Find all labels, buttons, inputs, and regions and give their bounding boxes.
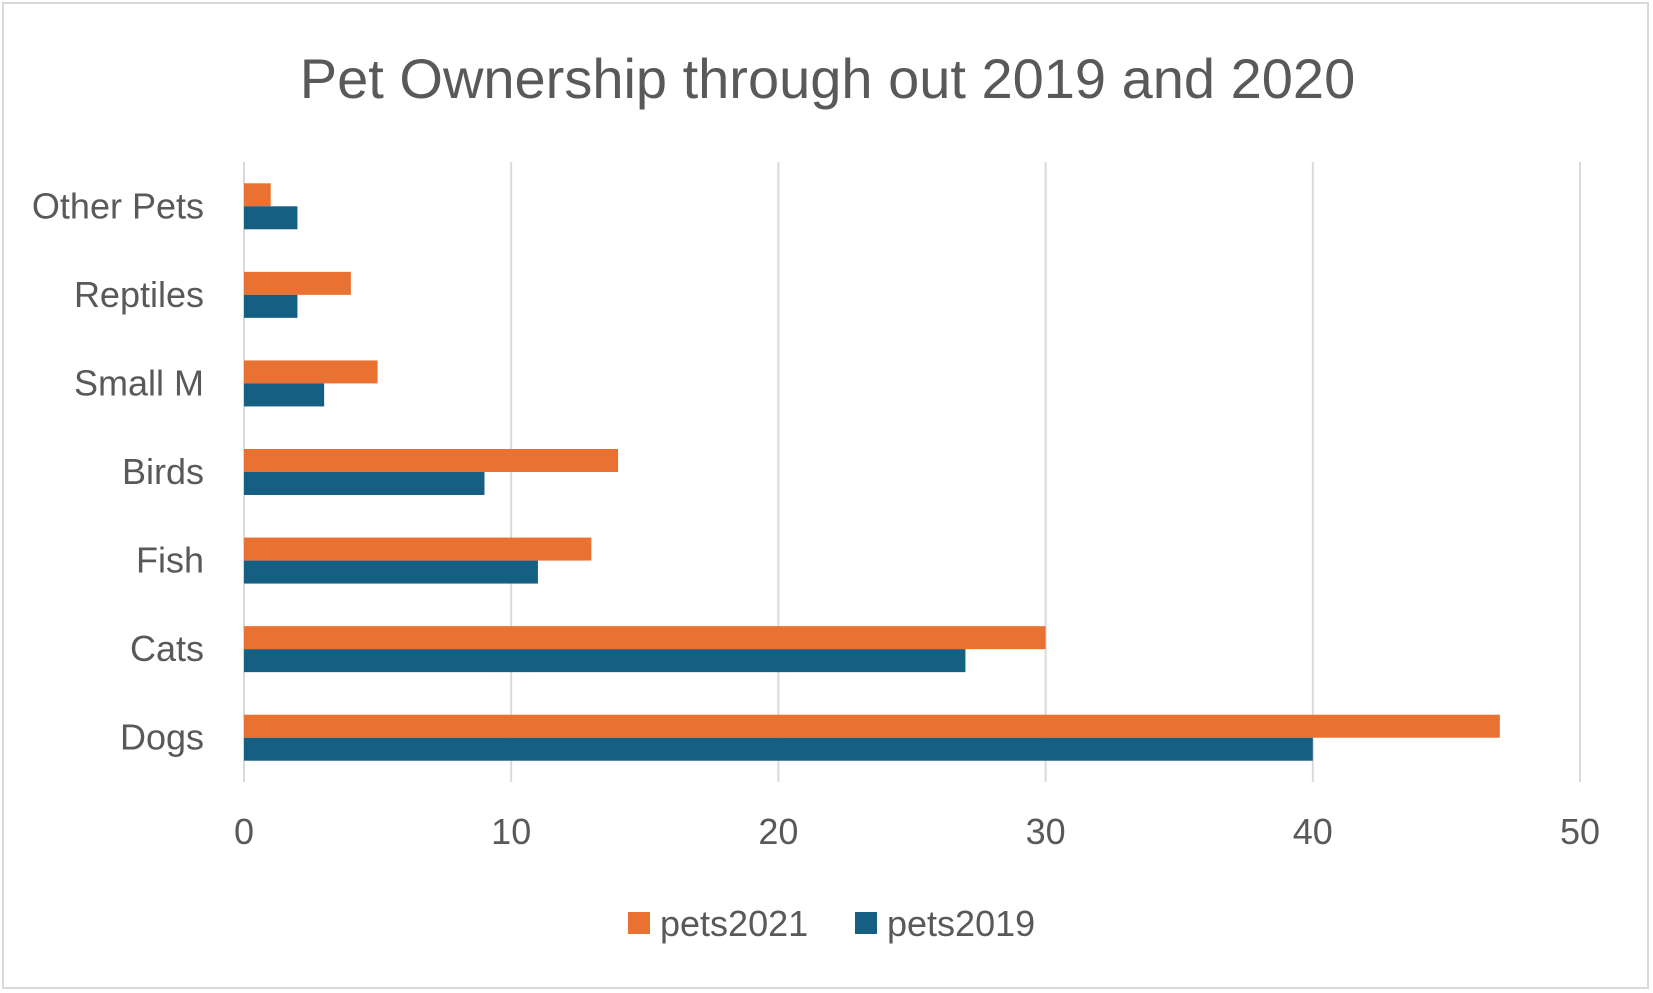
legend-label-pets2019: pets2019 <box>887 903 1035 944</box>
bar-pets2021-cats <box>244 626 1046 650</box>
legend-label-pets2021: pets2021 <box>660 903 808 944</box>
bar-pets2021-other-pets <box>244 183 271 207</box>
bar-pets2019-other-pets <box>244 206 298 230</box>
bar-pets2021-reptiles <box>244 271 351 295</box>
bar-pets2019-birds <box>244 472 485 495</box>
chart-title: Pet Ownership through out 2019 and 2020 <box>299 47 1356 110</box>
category-label-other-pets: Other Pets <box>32 185 204 226</box>
x-tick-label-10: 10 <box>491 811 531 852</box>
x-tick-label-30: 30 <box>1026 811 1066 852</box>
category-label-dogs: Dogs <box>120 717 204 758</box>
x-tick-label-40: 40 <box>1293 811 1333 852</box>
bar-pets2019-small-m <box>244 383 325 407</box>
category-label-small-m: Small M <box>74 362 204 403</box>
bar-pets2019-cats <box>244 649 966 673</box>
bar-pets2021-birds <box>244 449 619 472</box>
category-label-reptiles: Reptiles <box>74 274 204 315</box>
bar-pets2021-small-m <box>244 360 378 384</box>
legend-swatch-pets2019 <box>855 912 877 934</box>
x-tick-label-0: 0 <box>234 811 254 852</box>
bar-pets2021-fish <box>244 537 592 561</box>
bar-pets2019-fish <box>244 560 538 584</box>
category-label-birds: Birds <box>122 451 204 492</box>
legend-swatch-pets2021 <box>628 912 650 934</box>
bar-pets2021-dogs <box>244 714 1500 738</box>
bar-pets2019-reptiles <box>244 294 298 318</box>
bar-pets2019-dogs <box>244 737 1313 761</box>
x-tick-label-50: 50 <box>1560 811 1600 852</box>
category-label-fish: Fish <box>136 540 204 581</box>
x-tick-label-20: 20 <box>758 811 798 852</box>
category-label-cats: Cats <box>130 628 204 669</box>
